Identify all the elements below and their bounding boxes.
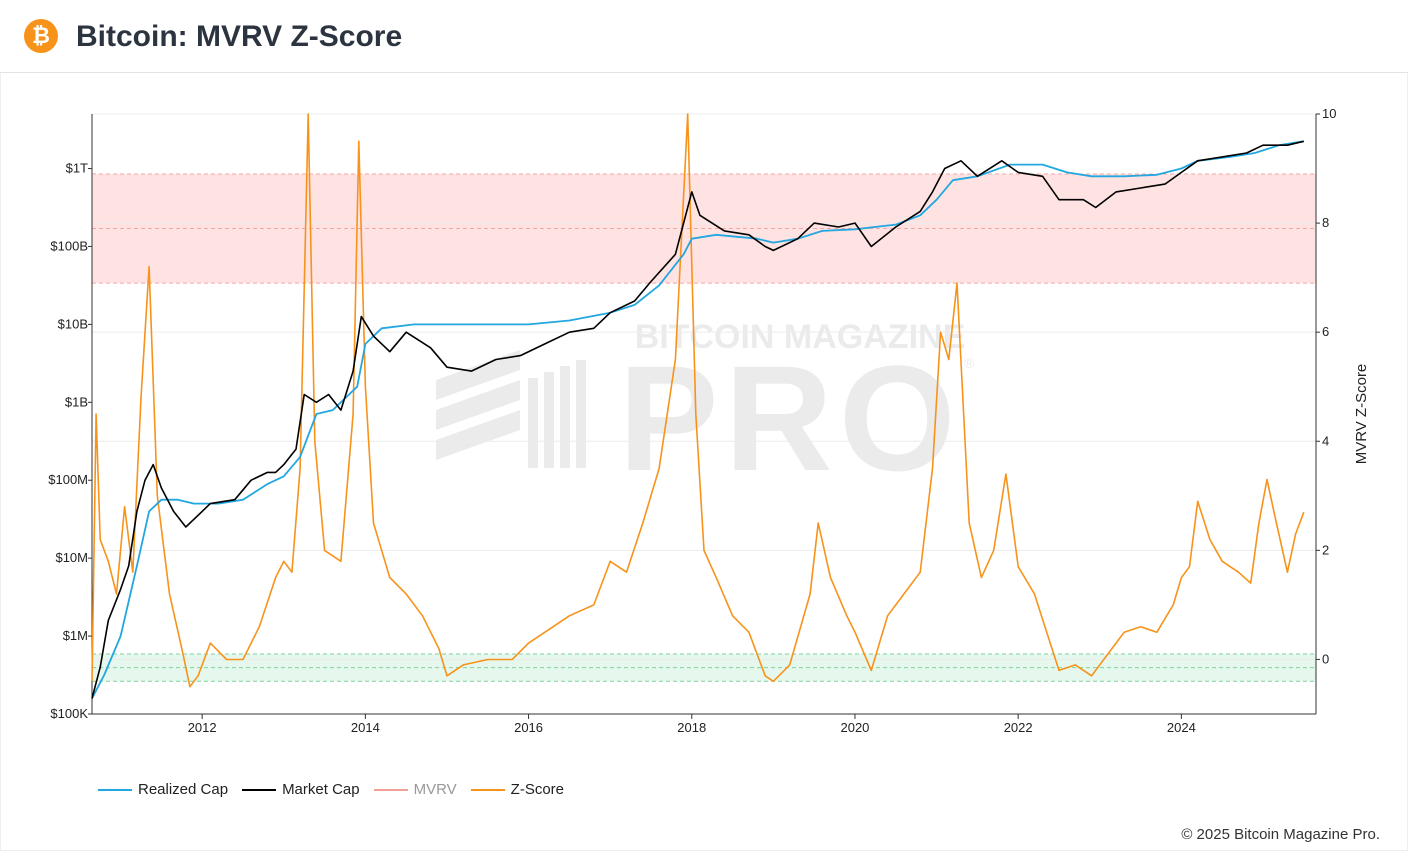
axes — [88, 113, 1320, 719]
x-tick-label-0: 2012 — [188, 720, 217, 735]
watermark-logo-icon — [436, 350, 586, 468]
x-tick-label-6: 2024 — [1167, 720, 1196, 735]
right-tick-label-1: 2 — [1322, 542, 1329, 557]
left-tick-label-4: $1B — [65, 394, 88, 409]
watermark-line1: BITCOIN MAGAZINE — [635, 318, 966, 356]
x-tick-label-3: 2018 — [677, 720, 706, 735]
axis-labels: $100K $1M $10M $100M $1B $10B $100B $1T 0 2 4 6 8 10 M… — [48, 106, 1370, 735]
x-tick-label-2: 2016 — [514, 720, 543, 735]
right-tick-label-0: 0 — [1322, 651, 1329, 666]
left-tick-label-3: $100M — [48, 472, 88, 487]
legend-item-z-score[interactable]: Z-Score — [470, 781, 565, 798]
legend-swatch-z-score — [470, 788, 505, 791]
legend-swatch-market-cap — [242, 788, 277, 791]
legend-label-z-score: Z-Score — [510, 781, 565, 798]
legend-swatch-mvrv — [373, 788, 408, 791]
legend-item-market-cap[interactable]: Market Cap — [242, 781, 360, 798]
right-tick-label-4: 8 — [1322, 215, 1329, 230]
x-tick-label-4: 2020 — [840, 720, 869, 735]
right-tick-label-5: 10 — [1322, 106, 1336, 121]
copyright-text: © 2025 Bitcoin Magazine Pro. — [1181, 826, 1380, 843]
left-tick-label-0: $100K — [50, 706, 88, 721]
legend-label-realized-cap: Realized Cap — [138, 781, 229, 798]
page-title: Bitcoin: MVRV Z-Score — [76, 20, 403, 53]
legend: Realized Cap Market Cap MVRV Z-Score — [98, 781, 564, 798]
page-header: ₿ Bitcoin: MVRV Z-Score — [0, 0, 1408, 73]
right-tick-label-2: 4 — [1322, 433, 1329, 448]
left-tick-label-1: $1M — [63, 628, 88, 643]
legend-swatch-realized-cap — [98, 788, 132, 791]
right-tick-label-3: 6 — [1322, 324, 1329, 339]
x-tick-label-1: 2014 — [351, 720, 380, 735]
watermark-line2: PRO — [618, 334, 961, 502]
series-z-score — [91, 113, 1305, 688]
left-tick-label-6: $100B — [50, 238, 88, 253]
legend-item-mvrv[interactable]: MVRV — [373, 781, 457, 798]
left-tick-label-5: $10B — [58, 316, 88, 331]
left-tick-label-7: $1T — [66, 161, 88, 176]
series-market-cap — [91, 140, 1304, 699]
right-axis-title: MVRV Z-Score — [1353, 364, 1370, 465]
watermark-reg: ® — [964, 355, 975, 371]
logo-glyph: ₿ — [32, 24, 50, 49]
series-realized-cap — [91, 140, 1304, 699]
legend-item-realized-cap[interactable]: Realized Cap — [98, 781, 228, 798]
bitcoin-logo-icon: ₿ — [24, 19, 58, 53]
watermark: BITCOIN MAGAZINE PRO ® — [436, 318, 975, 502]
zone-bands — [92, 173, 1316, 682]
x-tick-label-5: 2022 — [1004, 720, 1033, 735]
legend-label-mvrv: MVRV — [413, 781, 457, 798]
series-layer — [91, 113, 1305, 699]
legend-label-market-cap: Market Cap — [282, 781, 360, 798]
left-tick-label-2: $10M — [55, 550, 88, 565]
